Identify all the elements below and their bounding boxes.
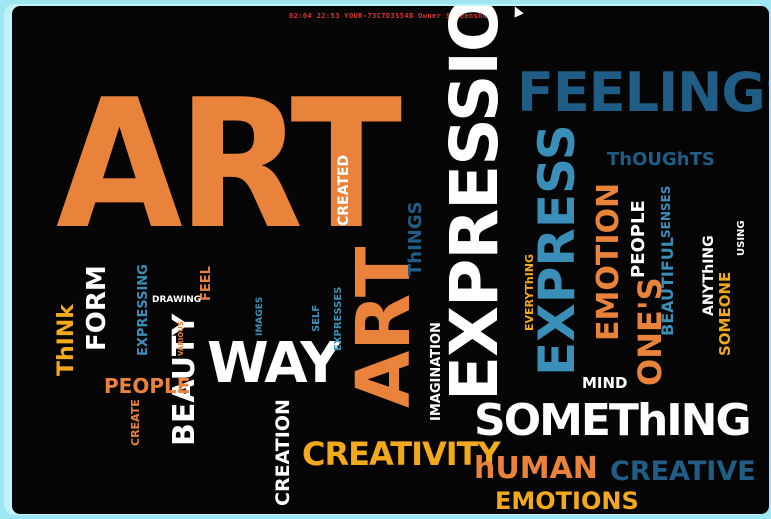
word-drawing: DRAWING [152, 295, 202, 305]
word-think: ThINk [54, 304, 79, 376]
word-mind: MIND [582, 374, 628, 392]
word-images: IMAGES [255, 296, 265, 336]
recording-overlay-text: 02:04 22:53 YOUR-73C7D3554B Owner Screen… [288, 12, 493, 20]
word-people: PEOPLE [104, 374, 191, 398]
word-feel: FEEL [199, 266, 214, 301]
word-expression: EXPRESSION [436, 6, 513, 401]
word-creative: CREATIVE [610, 456, 756, 487]
word-self: SELF [311, 304, 322, 332]
word-emotion: EMOTION [591, 182, 626, 341]
word-emotions: EMOTIONS [495, 487, 639, 514]
word-created: CREATED [336, 154, 352, 226]
word-way: WAY [207, 331, 341, 396]
word-beautiful: BEAUTIFUL [658, 237, 677, 336]
word-cloud-image: 02:04 22:53 YOUR-73C7D3554B Owner Screen… [12, 6, 769, 514]
word-express: EXPRESS [528, 124, 586, 376]
word-thoughts: ThOUGhTS [607, 149, 715, 170]
word-create: CREATE [129, 399, 142, 446]
word-person: PEOPLE [628, 200, 649, 278]
word-creation: CREATION [272, 399, 294, 506]
word-various: VARIOUS [177, 320, 185, 356]
word-expresses: EXPRESSES [333, 286, 344, 351]
word-creativity: CREATIVITY [302, 435, 501, 473]
word-everything: EVERYThING [523, 253, 536, 331]
word-senses: SENSES [659, 185, 673, 238]
word-things: ThINGS [405, 201, 426, 276]
word-art-big: ART [56, 61, 402, 268]
word-using: USING [736, 220, 747, 256]
word-someone: SOMEONE [716, 271, 734, 356]
word-imagination: IMAGINATION [429, 322, 444, 421]
word-human: hUMAN [474, 451, 598, 486]
word-something: SOMEThING [474, 395, 752, 446]
word-anything: ANYThING [701, 235, 717, 316]
word-expressing: EXPRESSING [136, 264, 151, 356]
word-form: FORM [82, 265, 112, 351]
screenshot-frame: 02:04 22:53 YOUR-73C7D3554B Owner Screen… [4, 4, 769, 515]
word-feelings: FEELINGS [517, 61, 769, 124]
